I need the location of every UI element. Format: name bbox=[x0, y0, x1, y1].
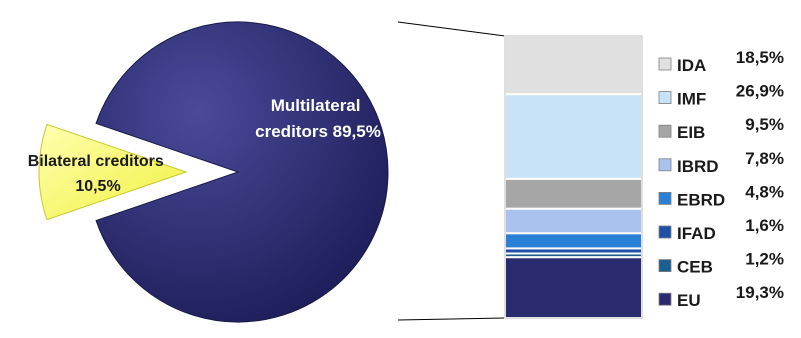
legend-label-ifad: IFAD bbox=[677, 224, 716, 243]
bar-segment-ida bbox=[504, 35, 643, 96]
bar-segment-eib bbox=[504, 177, 643, 210]
legend-label-ida: IDA bbox=[677, 56, 706, 75]
stacked-bar bbox=[504, 35, 643, 319]
legend-swatch-ceb bbox=[658, 259, 672, 273]
legend-label-eib: EIB bbox=[677, 123, 705, 142]
legend-value-imf: 26,9% bbox=[736, 82, 784, 101]
legend-value-ibrd: 7,8% bbox=[745, 149, 784, 168]
legend-swatch-ida bbox=[658, 57, 672, 71]
legend-swatch-ibrd bbox=[658, 158, 672, 172]
legend-value-ida: 18,5% bbox=[736, 48, 784, 67]
legend-swatch-eu bbox=[658, 292, 672, 306]
pie-chart bbox=[38, 21, 389, 323]
legend-label-imf: IMF bbox=[677, 90, 706, 109]
legend-value-eu: 19,3% bbox=[736, 283, 784, 302]
bar-segment-ebrd bbox=[504, 232, 643, 250]
bar-frame bbox=[504, 35, 643, 319]
legend-swatch-eib bbox=[658, 124, 672, 138]
multilateral-label-line1: Multilateral bbox=[271, 96, 361, 115]
legend-label-ceb: CEB bbox=[677, 258, 713, 277]
multilateral-label: Multilateral creditors 89,5% bbox=[255, 96, 381, 141]
legend-value-ebrd: 4,8% bbox=[745, 182, 784, 201]
bilateral-label: Bilateral creditors 10,5% bbox=[28, 153, 169, 195]
bilateral-label-line1: Bilateral creditors bbox=[28, 153, 164, 170]
legend-label-ebrd: EBRD bbox=[677, 190, 725, 209]
legend-swatch-imf bbox=[658, 91, 672, 104]
legend-value-eib: 9,5% bbox=[745, 115, 784, 134]
multilateral-label-line2: creditors 89,5% bbox=[255, 122, 381, 141]
connector-top-line bbox=[397, 21, 506, 37]
legend-value-ifad: 1,6% bbox=[745, 216, 784, 235]
pie-slice-bilateral bbox=[38, 123, 188, 221]
legend-label-ibrd: IBRD bbox=[677, 157, 719, 176]
legend: IDA 18,5% IMF 26,9% EIB 9,5% IBRD 7,8% EBRD 4,8% I… bbox=[658, 48, 784, 310]
legend-label-eu: EU bbox=[677, 291, 701, 310]
pie-labels: Multilateral creditors 89,5% Bilateral c… bbox=[28, 96, 381, 195]
legend-value-ceb: 1,2% bbox=[745, 250, 784, 269]
legend-swatch-ebrd bbox=[658, 191, 672, 205]
legend-swatch-ifad bbox=[658, 225, 672, 239]
bar-segment-imf bbox=[504, 93, 643, 180]
bilateral-label-line2: 10,5% bbox=[75, 178, 120, 195]
bar-segment-ibrd bbox=[504, 207, 643, 235]
bar-segment-eu bbox=[504, 256, 643, 319]
pie-to-bar-connectors bbox=[397, 21, 506, 321]
pie-slice-multilateral bbox=[95, 21, 389, 323]
connector-bottom-line bbox=[397, 317, 506, 321]
